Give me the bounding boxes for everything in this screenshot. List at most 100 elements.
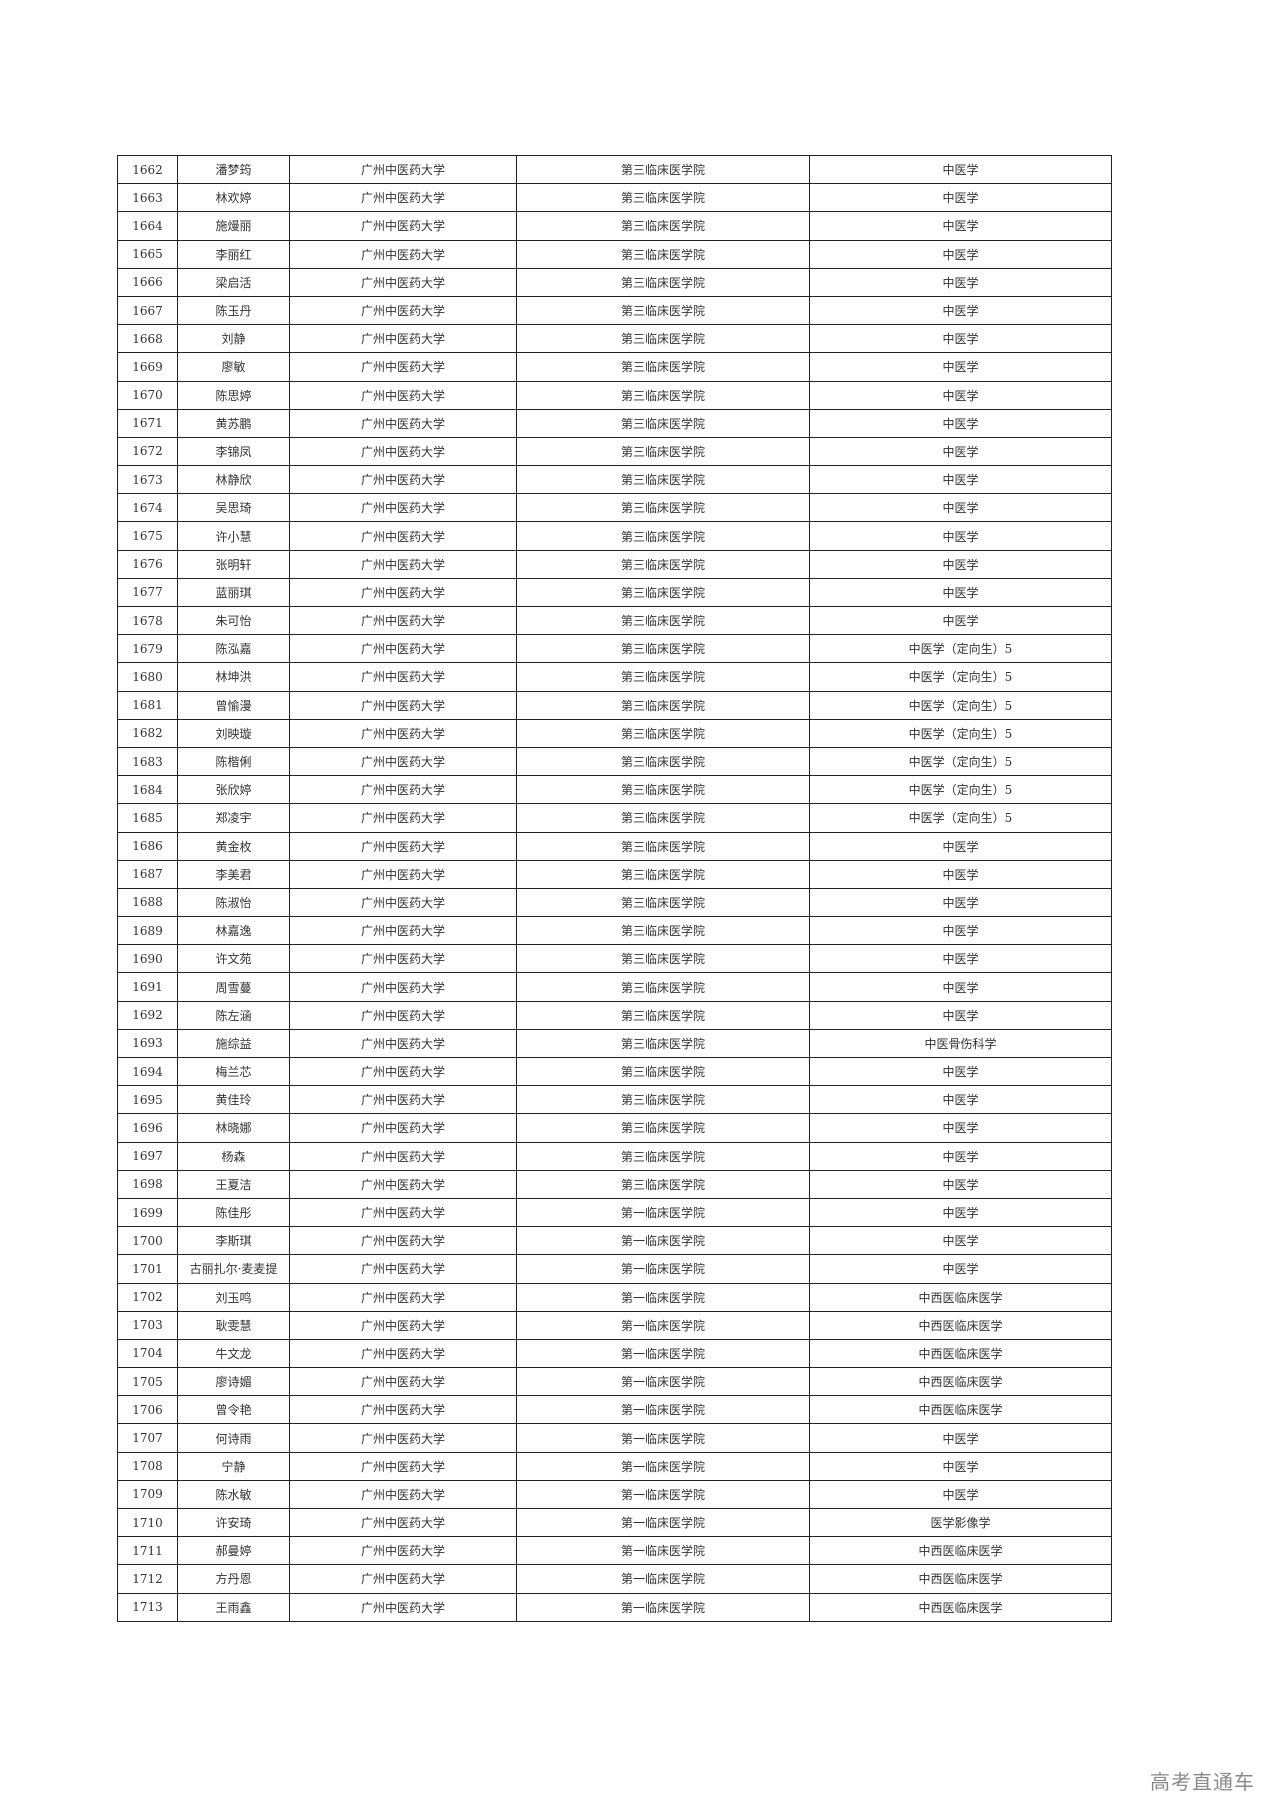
university-cell: 广州中医药大学 [289, 549, 517, 579]
row-number-cell: 1677 [117, 577, 178, 608]
university-cell: 广州中医药大学 [289, 662, 517, 692]
college-cell: 第三临床医学院 [516, 521, 810, 551]
college-cell: 第三临床医学院 [516, 831, 810, 861]
table-row: 1711 郝曼婷 广州中医药大学 第一临床医学院 中西医临床医学 [117, 1536, 1112, 1566]
table-row: 1696 林晓娜 广州中医药大学 第三临床医学院 中医学 [117, 1113, 1112, 1143]
university-cell: 广州中医药大学 [289, 746, 517, 777]
major-cell: 中医学 [809, 295, 1112, 326]
student-name-cell: 古丽扎尔·麦麦提 [177, 1254, 290, 1284]
table-row: 1673 林静欣 广州中医药大学 第三临床医学院 中医学 [117, 465, 1112, 495]
university-cell: 广州中医药大学 [289, 944, 517, 974]
university-cell: 广州中医药大学 [289, 1028, 517, 1059]
major-cell: 中医学 [809, 577, 1112, 608]
row-number-cell: 1689 [117, 916, 178, 946]
row-number-cell: 1705 [117, 1367, 178, 1397]
college-cell: 第三临床医学院 [516, 436, 810, 467]
university-cell: 广州中医药大学 [289, 634, 517, 664]
college-cell: 第三临床医学院 [516, 577, 810, 608]
table-row: 1705 廖诗媚 广州中医药大学 第一临床医学院 中西医临床医学 [117, 1367, 1112, 1397]
college-cell: 第三临床医学院 [516, 718, 810, 748]
college-cell: 第三临床医学院 [516, 1113, 810, 1143]
major-cell: 中医学 [809, 154, 1112, 185]
table-row: 1698 王夏洁 广州中医药大学 第三临床医学院 中医学 [117, 1169, 1112, 1199]
college-cell: 第三临床医学院 [516, 549, 810, 579]
row-number-cell: 1710 [117, 1507, 178, 1538]
college-cell: 第三临床医学院 [516, 690, 810, 720]
college-cell: 第三临床医学院 [516, 465, 810, 495]
college-cell: 第三临床医学院 [516, 211, 810, 241]
row-number-cell: 1681 [117, 690, 178, 720]
table-row: 1703 耿雯慧 广州中医药大学 第一临床医学院 中西医临床医学 [117, 1310, 1112, 1340]
major-cell: 中医学 [809, 887, 1112, 918]
college-cell: 第三临床医学院 [516, 859, 810, 889]
university-cell: 广州中医药大学 [289, 1479, 517, 1510]
college-cell: 第一临床医学院 [516, 1507, 810, 1538]
major-cell: 中医学 [809, 1197, 1112, 1228]
major-cell: 中医学（定向生）5 [809, 803, 1112, 833]
major-cell: 医学影像学 [809, 1507, 1112, 1538]
university-cell: 广州中医药大学 [289, 267, 517, 297]
college-cell: 第三临床医学院 [516, 803, 810, 833]
table-row: 1707 何诗雨 广州中医药大学 第一临床医学院 中医学 [117, 1423, 1112, 1453]
university-cell: 广州中医药大学 [289, 1000, 517, 1030]
student-name-cell: 梅兰芯 [177, 1056, 290, 1087]
major-cell: 中医学 [809, 1254, 1112, 1284]
major-cell: 中西医临床医学 [809, 1395, 1112, 1425]
student-name-cell: 曾令艳 [177, 1395, 290, 1425]
row-number-cell: 1693 [117, 1028, 178, 1059]
major-cell: 中医学（定向生）5 [809, 775, 1112, 805]
major-cell: 中医学 [809, 1226, 1112, 1256]
major-cell: 中医学 [809, 972, 1112, 1002]
student-name-cell: 许小慧 [177, 521, 290, 551]
row-number-cell: 1699 [117, 1197, 178, 1228]
college-cell: 第一临床医学院 [516, 1423, 810, 1453]
student-name-cell: 黄金枚 [177, 831, 290, 861]
table-row: 1700 李斯琪 广州中医药大学 第一临床医学院 中医学 [117, 1226, 1112, 1256]
university-cell: 广州中医药大学 [289, 295, 517, 326]
student-name-cell: 陈楷俐 [177, 746, 290, 777]
student-name-cell: 陈左涵 [177, 1000, 290, 1030]
college-cell: 第三临床医学院 [516, 324, 810, 354]
university-cell: 广州中医药大学 [289, 1338, 517, 1369]
college-cell: 第三临床医学院 [516, 493, 810, 523]
student-name-cell: 廖敏 [177, 352, 290, 382]
row-number-cell: 1691 [117, 972, 178, 1002]
row-number-cell: 1682 [117, 718, 178, 748]
major-cell: 中医学 [809, 521, 1112, 551]
row-number-cell: 1666 [117, 267, 178, 297]
table-row: 1686 黄金枚 广州中医药大学 第三临床医学院 中医学 [117, 831, 1112, 861]
table-row: 1702 刘玉鸣 广州中医药大学 第一临床医学院 中西医临床医学 [117, 1282, 1112, 1312]
student-name-cell: 王雨鑫 [177, 1592, 290, 1622]
major-cell: 中医学（定向生）5 [809, 662, 1112, 692]
university-cell: 广州中医药大学 [289, 465, 517, 495]
row-number-cell: 1680 [117, 662, 178, 692]
row-number-cell: 1696 [117, 1113, 178, 1143]
university-cell: 广州中医药大学 [289, 775, 517, 805]
row-number-cell: 1711 [117, 1536, 178, 1566]
college-cell: 第三临床医学院 [516, 972, 810, 1002]
university-cell: 广州中医药大学 [289, 1169, 517, 1199]
table-row: 1668 刘静 广州中医药大学 第三临床医学院 中医学 [117, 324, 1112, 354]
college-cell: 第一临床医学院 [516, 1536, 810, 1566]
university-cell: 广州中医药大学 [289, 1113, 517, 1143]
major-cell: 中医学 [809, 1479, 1112, 1510]
row-number-cell: 1706 [117, 1395, 178, 1425]
university-cell: 广州中医药大学 [289, 1085, 517, 1115]
row-number-cell: 1683 [117, 746, 178, 777]
college-cell: 第三临床医学院 [516, 1028, 810, 1059]
university-cell: 广州中医药大学 [289, 859, 517, 889]
row-number-cell: 1676 [117, 549, 178, 579]
college-cell: 第一临床医学院 [516, 1254, 810, 1284]
university-cell: 广州中医药大学 [289, 352, 517, 382]
university-cell: 广州中医药大学 [289, 1310, 517, 1340]
university-cell: 广州中医药大学 [289, 380, 517, 410]
table-row: 1708 宁静 广州中医药大学 第一临床医学院 中医学 [117, 1451, 1112, 1481]
student-name-cell: 何诗雨 [177, 1423, 290, 1453]
major-cell: 中西医临床医学 [809, 1282, 1112, 1312]
student-name-cell: 许文苑 [177, 944, 290, 974]
student-name-cell: 曾愉漫 [177, 690, 290, 720]
row-number-cell: 1662 [117, 154, 178, 185]
college-cell: 第三临床医学院 [516, 352, 810, 382]
table-row: 1713 王雨鑫 广州中医药大学 第一临床医学院 中西医临床医学 [117, 1592, 1112, 1622]
student-name-cell: 潘梦筠 [177, 154, 290, 185]
